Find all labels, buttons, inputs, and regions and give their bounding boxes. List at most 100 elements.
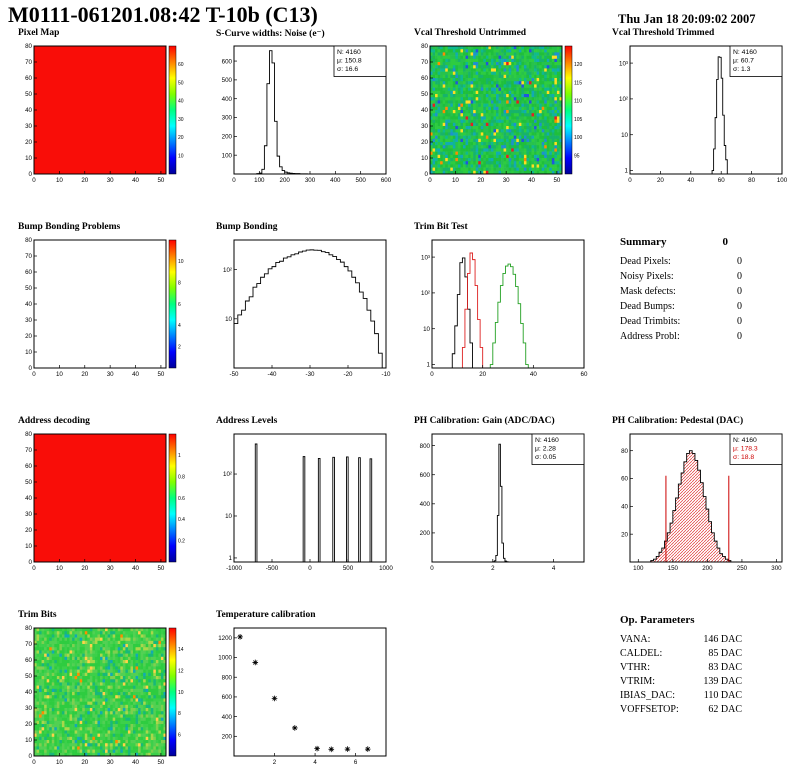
svg-text:0: 0: [425, 171, 429, 178]
svg-text:4: 4: [313, 759, 317, 766]
svg-text:12: 12: [178, 668, 184, 674]
svg-text:30: 30: [107, 177, 114, 184]
svg-text:60: 60: [621, 476, 628, 483]
svg-text:500: 500: [222, 77, 233, 84]
svg-text:50: 50: [553, 177, 560, 184]
svg-text:-500: -500: [266, 565, 279, 572]
summary-row: Noisy Pixels: 0: [620, 271, 742, 282]
plot-title: Bump Bonding Problems: [18, 222, 121, 232]
op-params-title-row: Op. Parameters: [620, 614, 742, 626]
svg-text:115: 115: [574, 80, 582, 86]
svg-text:60: 60: [718, 177, 725, 184]
op-param-label: IBIAS_DAC:: [620, 690, 676, 701]
bump-problems-chart: 0 10 20 30 40 50 0 10 20 30 40 50 60 70 80 2 4 6 8 10: [25, 237, 184, 378]
panel-address-decoding: Address decoding 0 10 20 30 40 50 0 10 20 30 40 50 6…: [8, 416, 204, 578]
plot-title: S-Curve widths: Noise (e⁻): [216, 29, 325, 39]
svg-text:σ: 16.6: σ: 16.6: [337, 66, 358, 73]
svg-text:200: 200: [280, 177, 291, 184]
scurve-noise-chart: 0 100 200 300 400 500 600 100 200 300 400 500 600 N: …: [222, 45, 392, 184]
op-param-label: VTHR:: [620, 662, 650, 673]
svg-text:100: 100: [777, 177, 788, 184]
svg-text:N: 4160: N: 4160: [733, 49, 757, 56]
svg-text:30: 30: [25, 511, 32, 518]
svg-text:10: 10: [56, 371, 63, 378]
svg-text:N: 4160: N: 4160: [337, 49, 361, 56]
svg-text:40: 40: [25, 107, 32, 114]
svg-text:μ: 150.8: μ: 150.8: [337, 58, 362, 65]
svg-text:10: 10: [56, 565, 63, 572]
svg-text:20: 20: [621, 531, 628, 538]
svg-text:50: 50: [157, 371, 164, 378]
svg-text:2: 2: [491, 565, 495, 572]
svg-text:N: 4160: N: 4160: [733, 437, 757, 444]
svg-text:600: 600: [222, 694, 233, 701]
svg-text:200: 200: [702, 565, 713, 572]
svg-text:40: 40: [25, 495, 32, 502]
panel-address-levels: Address Levels -1000 -500 0 500 1000 1 10 10²: [206, 416, 402, 578]
svg-text:800: 800: [420, 443, 431, 450]
svg-text:6: 6: [354, 759, 358, 766]
op-param-value: 62 DAC: [708, 704, 742, 715]
svg-text:300: 300: [305, 177, 316, 184]
summary-row: Dead Bumps: 0: [620, 301, 742, 312]
svg-text:30: 30: [25, 123, 32, 130]
timestamp: Thu Jan 18 20:09:02 2007: [618, 12, 756, 26]
summary-label: Dead Bumps:: [620, 301, 675, 312]
panel-bump-bonding: Bump Bonding -50 -40 -30 -20 -10 10 10²: [206, 222, 402, 384]
svg-text:60: 60: [25, 75, 32, 82]
svg-text:50: 50: [25, 285, 32, 292]
trim-bits-chart: 0 10 20 30 40 50 0 10 20 30 40 50 60 70 80 6 8 10 12 14: [25, 625, 184, 766]
svg-text:-30: -30: [306, 371, 316, 378]
svg-text:10: 10: [178, 154, 184, 160]
plot-title: Bump Bonding: [216, 222, 278, 232]
summary-value: 0: [737, 271, 742, 282]
svg-text:0: 0: [29, 559, 33, 566]
summary-block: Summary 0 Dead Pixels: 0 Noisy Pixels: 0 M…: [620, 236, 742, 342]
svg-text:200: 200: [222, 734, 233, 741]
svg-text:400: 400: [330, 177, 341, 184]
svg-text:50: 50: [25, 673, 32, 680]
svg-text:8: 8: [178, 280, 181, 286]
panel-pixel-map: Pixel Map 0 10 20 30 40 50 0 10 20 30 40 50 60 70 80 10…: [8, 28, 204, 190]
svg-text:600: 600: [381, 177, 392, 184]
op-params-rows: VANA: 146 DAC CALDEL: 85 DAC VTHR: 83 DAC V…: [620, 634, 742, 715]
svg-text:1200: 1200: [218, 635, 232, 642]
svg-text:40: 40: [132, 177, 139, 184]
svg-text:100: 100: [222, 152, 233, 159]
svg-text:80: 80: [25, 237, 32, 244]
svg-text:60: 60: [178, 62, 184, 68]
svg-text:105: 105: [574, 117, 583, 123]
summary-label: Mask defects:: [620, 286, 676, 297]
svg-text:0: 0: [32, 759, 36, 766]
svg-text:110: 110: [574, 99, 582, 105]
op-param-row: VTRIM: 139 DAC: [620, 676, 742, 687]
svg-text:600: 600: [420, 472, 431, 479]
svg-text:10: 10: [25, 155, 32, 162]
svg-text:10: 10: [178, 259, 184, 265]
svg-text:20: 20: [477, 177, 484, 184]
summary-label: Noisy Pixels:: [620, 271, 674, 282]
svg-text:80: 80: [25, 431, 32, 438]
svg-text:6: 6: [178, 732, 181, 738]
svg-text:0: 0: [628, 177, 632, 184]
svg-text:σ: 1.3: σ: 1.3: [733, 66, 751, 73]
svg-text:μ: 178.3: μ: 178.3: [733, 446, 758, 453]
svg-text:50: 50: [178, 80, 184, 86]
plot-title: PH Calibration: Gain (ADC/DAC): [414, 416, 555, 426]
svg-text:70: 70: [25, 641, 32, 648]
svg-text:10: 10: [25, 543, 32, 550]
svg-text:30: 30: [107, 371, 114, 378]
op-param-label: CALDEL:: [620, 648, 663, 659]
svg-text:80: 80: [421, 43, 428, 50]
svg-text:100: 100: [633, 565, 644, 572]
op-param-value: 139 DAC: [703, 676, 742, 687]
svg-text:30: 30: [25, 317, 32, 324]
bump-bonding-chart: -50 -40 -30 -20 -10 10 10²: [223, 239, 391, 378]
summary-row: Address Probl: 0: [620, 331, 742, 342]
vcal-trimmed-chart: 0 20 40 60 80 100 1 10 10² 10³ N: 4160 μ: 60.7σ: 1.…: [619, 45, 788, 184]
svg-text:40: 40: [421, 107, 428, 114]
svg-text:100: 100: [254, 177, 265, 184]
svg-text:-40: -40: [268, 371, 278, 378]
svg-text:400: 400: [222, 714, 233, 721]
summary-value: 0: [737, 256, 742, 267]
